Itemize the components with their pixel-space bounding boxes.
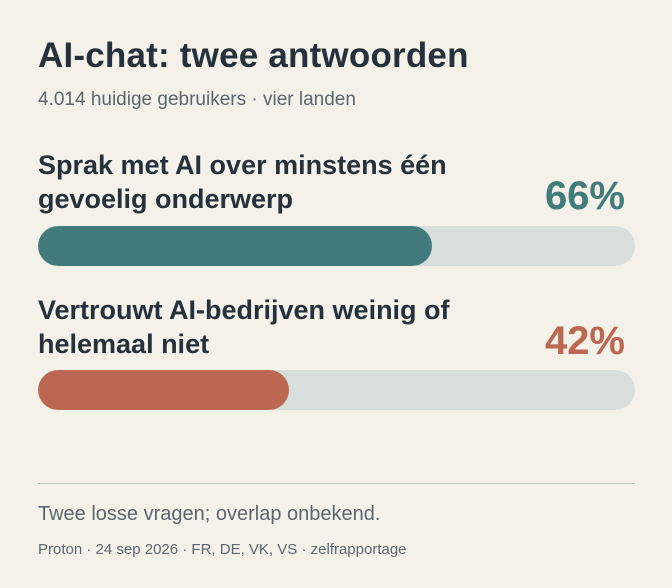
divider xyxy=(38,483,635,484)
footnote: Twee losse vragen; overlap onbekend. xyxy=(38,503,381,525)
chart-title: AI-chat: twee antwoorden xyxy=(38,36,469,75)
bar-track xyxy=(38,226,635,266)
stat-label: Vertrouwt AI-bedrijven weinig of helemaa… xyxy=(38,295,450,359)
source-line: Proton · 24 sep 2026 · FR, DE, VK, VS · … xyxy=(38,541,407,558)
stat-label: Sprak met AI over minstens één gevoelig … xyxy=(38,150,447,214)
bar-fill xyxy=(38,226,433,266)
stat-value: 42% xyxy=(544,319,625,363)
stat-low-trust: Vertrouwt AI-bedrijven weinig of helemaa… xyxy=(38,293,635,413)
chart-subtitle: 4.014 huidige gebruikers · vier landen xyxy=(38,89,356,110)
bar-fill xyxy=(38,370,289,410)
bar-track xyxy=(38,370,635,410)
stat-value: 66% xyxy=(544,174,625,218)
stat-sensitive-topic: Sprak met AI over minstens één gevoelig … xyxy=(38,148,635,268)
